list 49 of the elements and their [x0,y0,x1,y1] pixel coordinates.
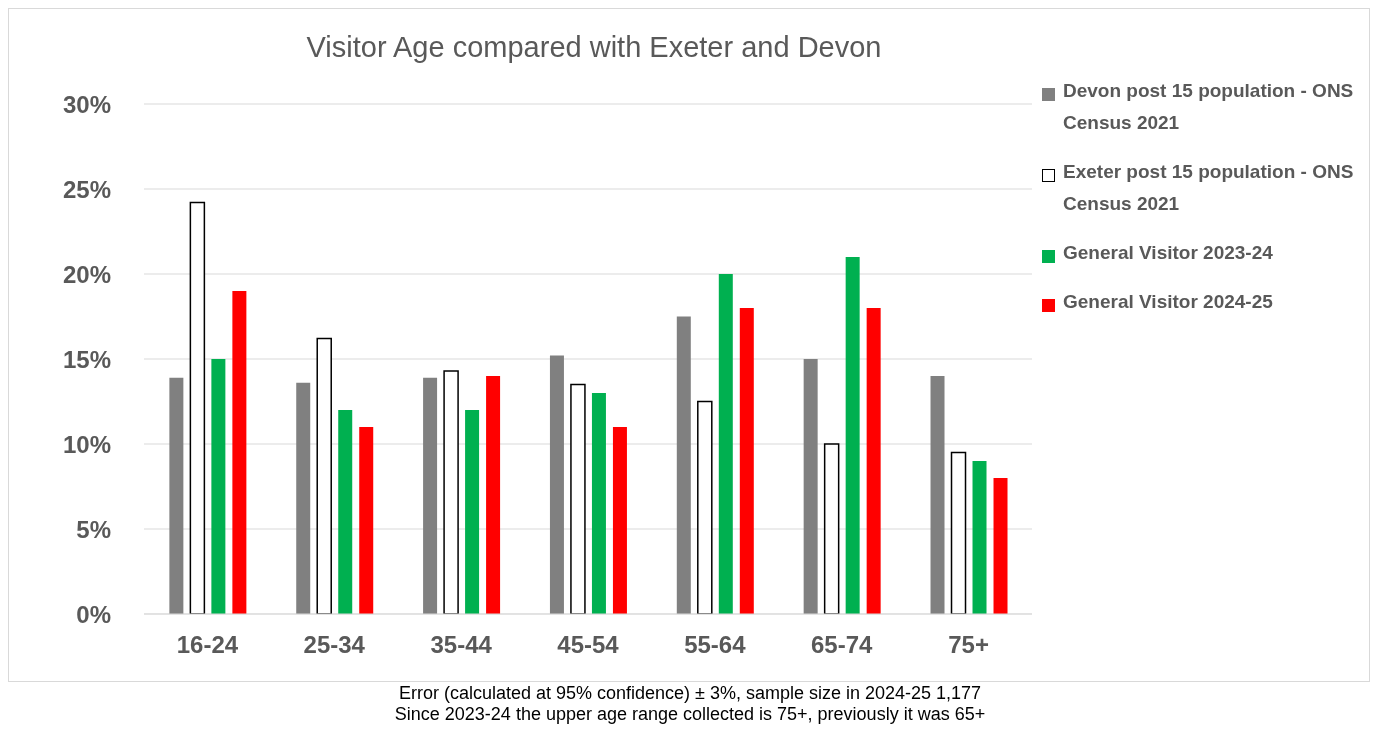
bar [359,427,374,614]
text: Since 2023-24 the upper age range collected is 75+, previously it was 65+ [393,704,987,725]
legend-label: Exeter post 15 population - ONS Census 2021 [1063,160,1355,216]
x-tick-label: 16-24 [176,631,239,659]
y-tick-label: 5% [76,515,111,543]
y-tick-label: 30% [62,90,111,118]
bar [697,400,713,614]
bar [739,308,754,614]
bar [423,377,438,614]
x-tick-label: 75+ [948,631,989,659]
bar [189,201,206,614]
bar [338,410,353,614]
bar [443,370,459,614]
bar [612,427,627,614]
bar [993,478,1008,614]
bar [845,257,860,614]
bar [718,274,733,614]
bar [803,359,818,614]
y-tick-label: 25% [62,175,111,203]
text: Error (calculated at 95% confidence) ± 3%, sample size in 2024-25 1,177 [397,683,983,704]
bar [591,393,606,614]
x-tick-label: 65-74 [811,631,874,659]
y-tick-label: 15% [62,345,111,373]
legend-label: Devon post 15 population - ONS Census 2021 [1063,79,1355,135]
x-tick-label: 55-64 [684,631,747,659]
bar [823,443,840,614]
x-tick-label: 45-54 [557,631,620,659]
bar [866,308,881,614]
bar [676,316,691,614]
y-tick-label: 20% [62,260,111,288]
y-tick-label: 10% [62,430,111,458]
bar [486,376,501,614]
bar [316,337,332,614]
bar [232,291,247,614]
legend-label: General Visitor 2024-25 [1063,290,1273,314]
bar [950,451,967,614]
legend-label: General Visitor 2023-24 [1063,241,1273,265]
bar [972,461,987,614]
bar [570,383,586,614]
x-tick-label: 25-34 [303,631,366,659]
bar [296,382,311,614]
bar [465,410,480,614]
bar [549,355,564,614]
bar [211,359,226,614]
x-tick-label: 35-44 [430,631,493,659]
bar [930,376,945,614]
y-tick-label: 0% [76,600,111,628]
bar [169,377,184,614]
chart-title: Visitor Age compared with Exeter and Devon [305,31,883,64]
